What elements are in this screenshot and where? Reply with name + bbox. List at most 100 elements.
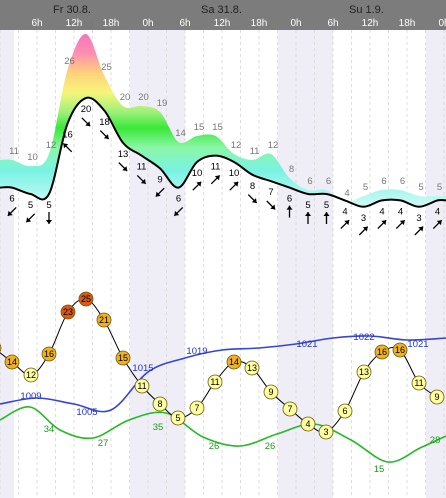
hour-label: 18h bbox=[103, 18, 120, 29]
pressure-label: 1019 bbox=[186, 346, 207, 357]
wind-arrow-head bbox=[399, 220, 405, 226]
temperature-label: 15 bbox=[118, 353, 128, 363]
time-axis-header bbox=[0, 0, 446, 30]
hour-label: 12h bbox=[66, 18, 83, 29]
hour-label: 6h bbox=[179, 18, 190, 29]
wind-label: 10 bbox=[192, 168, 203, 179]
wind-label: 4 bbox=[379, 206, 384, 217]
wind-arrow-head bbox=[305, 212, 311, 216]
gust-label: 10 bbox=[27, 152, 38, 163]
temperature-marker bbox=[170, 410, 186, 426]
temperature-label: 16 bbox=[395, 345, 405, 355]
temperature-marker bbox=[96, 312, 112, 328]
gust-label: 25 bbox=[101, 62, 112, 73]
wind-arrow-head bbox=[323, 212, 330, 216]
wind-arrow-head bbox=[344, 220, 350, 226]
wind-label: 7 bbox=[268, 187, 273, 198]
temperature-label: 9 bbox=[434, 392, 439, 402]
gust-labels: 11 10 12 26 32 25 20 20 19 14 15 15 12 11 12 8 6 6 4 5 6 6 5 5 bbox=[9, 20, 442, 199]
wind-label: 16 bbox=[62, 130, 73, 141]
wind-arrow-head bbox=[233, 181, 239, 187]
pressure-line bbox=[0, 335, 446, 413]
wind-label: 10 bbox=[229, 168, 240, 179]
pressure-label: 1021 bbox=[407, 339, 428, 350]
pressure-label: 1022 bbox=[353, 332, 374, 343]
temperature-marker bbox=[282, 401, 298, 417]
gust-label: 12 bbox=[268, 140, 279, 151]
gust-label: 11 bbox=[250, 146, 260, 157]
wind-label: 6 bbox=[287, 194, 292, 205]
temperature-label: 6 bbox=[342, 406, 347, 416]
hour-labels: 6h 12h 18h 0h 6h 12h 18h 0h 6h 12h 18h 0h bbox=[31, 18, 446, 29]
temperature-marker bbox=[300, 416, 316, 432]
wind-label: 11 bbox=[211, 162, 221, 173]
hour-label: 0h bbox=[438, 18, 446, 29]
wind-arrow-head bbox=[140, 178, 146, 184]
gust-label: 8 bbox=[289, 164, 294, 175]
gust-label: 20 bbox=[138, 92, 149, 103]
wind-label: 5 bbox=[305, 200, 310, 211]
wind-label: 8 bbox=[250, 181, 255, 192]
temperature-label: 11 bbox=[210, 377, 219, 387]
wind-label: 18 bbox=[99, 117, 110, 128]
pressure-label: 1015 bbox=[132, 363, 153, 374]
wind-arrow-head bbox=[122, 166, 128, 171]
wind-label: 13 bbox=[118, 149, 129, 160]
wind-arrow-head bbox=[85, 121, 91, 127]
wind-arrow-head bbox=[103, 134, 109, 139]
gust-label: 11 bbox=[9, 146, 19, 157]
temperature-marker bbox=[152, 396, 168, 412]
temperature-label: 13 bbox=[359, 367, 369, 377]
wind-labels: 6 5 5 16 20 18 13 11 9 6 10 11 10 8 7 6 5 5 4 3 4 4 3 4 bbox=[9, 104, 440, 224]
wind-label: 4 bbox=[398, 206, 403, 217]
gust-label: 4 bbox=[344, 188, 349, 199]
gust-label: 6 bbox=[381, 176, 386, 187]
gust-label: 26 bbox=[64, 56, 75, 67]
temperature-marker bbox=[226, 354, 242, 370]
gust-label: 32 bbox=[83, 20, 94, 31]
wind-label: 6 bbox=[176, 194, 181, 205]
temperature-marker bbox=[411, 375, 427, 391]
hour-label: 0h bbox=[142, 18, 153, 29]
temperature-label: 16 bbox=[44, 349, 54, 359]
pressure-label: 1009 bbox=[20, 391, 41, 402]
humidity-label: 35 bbox=[153, 422, 164, 433]
wind-label: 3 bbox=[416, 213, 421, 224]
gust-label: 6 bbox=[307, 176, 312, 187]
wind-label: 4 bbox=[435, 206, 440, 217]
temperature-label: 14 bbox=[7, 357, 17, 367]
pressure-label: 1021 bbox=[296, 339, 317, 350]
temperature-markers: 1614121623252115118571114139743613161611… bbox=[0, 291, 445, 440]
humidity-label: 26 bbox=[209, 441, 220, 452]
wind-label: 5 bbox=[28, 200, 33, 211]
wind-arrow-head bbox=[381, 220, 387, 226]
temperature-label: 5 bbox=[175, 413, 180, 423]
hour-label: 18h bbox=[251, 18, 268, 29]
hour-label: 6h bbox=[31, 18, 42, 29]
temperature-marker bbox=[392, 342, 408, 358]
wind-arrow-head bbox=[26, 217, 32, 223]
temperature-label: 16 bbox=[377, 347, 387, 357]
wind-arrow-head bbox=[155, 191, 161, 197]
temperature-marker bbox=[207, 374, 223, 390]
temperature-label: 4 bbox=[305, 419, 310, 429]
wind-label: 4 bbox=[342, 206, 347, 217]
gust-label: 12 bbox=[231, 140, 242, 151]
temperature-marker bbox=[78, 291, 94, 307]
wind-arrow-head bbox=[251, 198, 257, 203]
temperature-marker bbox=[263, 384, 279, 400]
temperature-marker bbox=[189, 400, 205, 416]
humidity-label: 28 bbox=[430, 435, 441, 446]
temperature-label: 11 bbox=[137, 381, 146, 391]
humidity-label: 26 bbox=[265, 441, 276, 452]
gust-label: 6 bbox=[326, 176, 331, 187]
night-band bbox=[0, 30, 14, 498]
wind-label: 9 bbox=[157, 174, 162, 185]
gust-label: 6 bbox=[400, 176, 405, 187]
gust-label: 19 bbox=[157, 98, 168, 109]
temperature-label: 3 bbox=[323, 427, 328, 437]
wind-label: 20 bbox=[81, 104, 92, 115]
temperature-label: 7 bbox=[194, 403, 199, 413]
hour-label: 12h bbox=[362, 18, 379, 29]
